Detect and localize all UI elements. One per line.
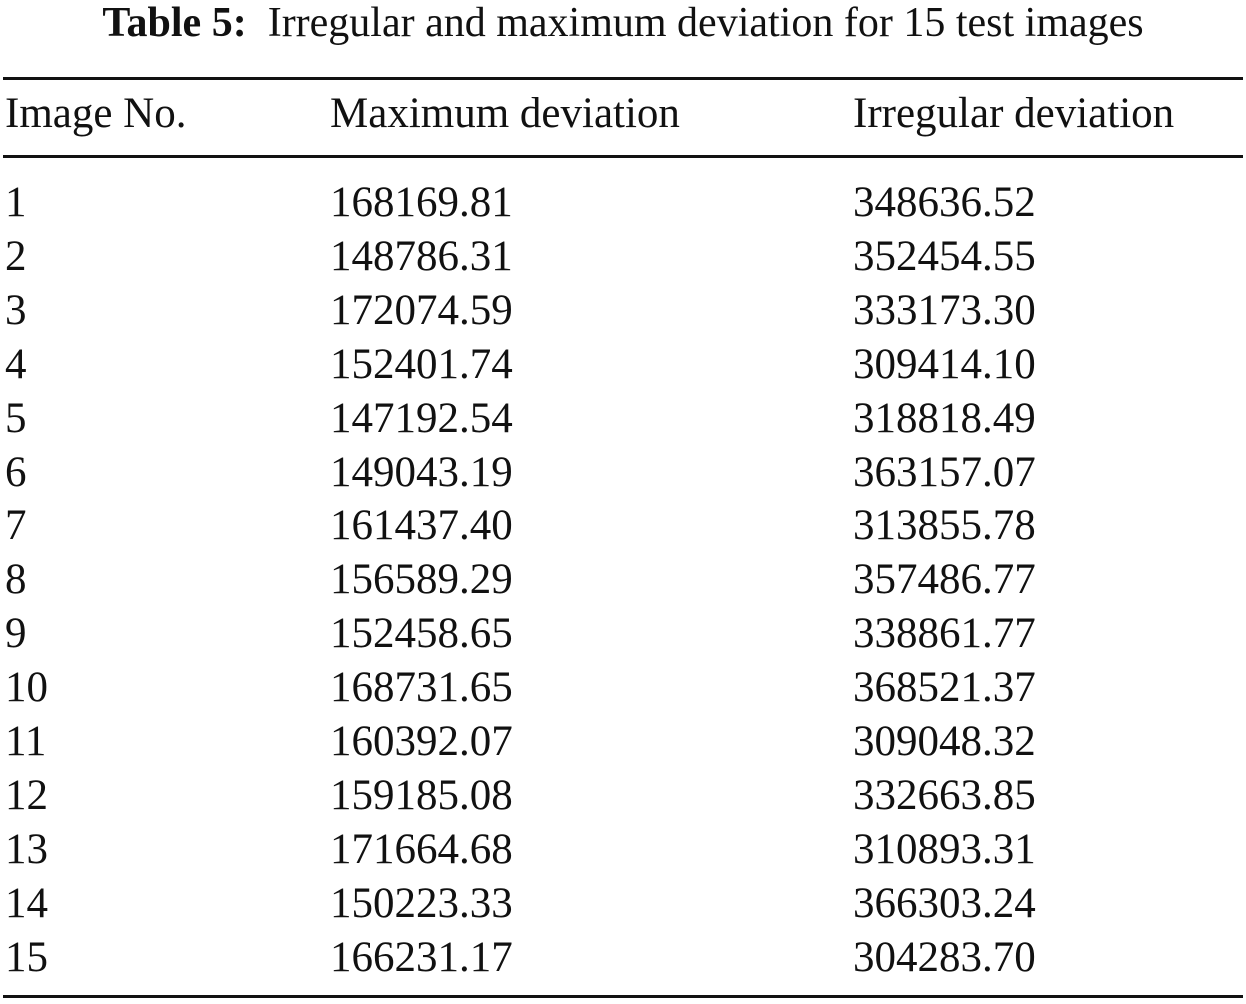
table-cell: 147192.54: [330, 394, 513, 442]
table-cell: 160392.07: [330, 718, 513, 765]
column-header: Irregular deviation: [853, 90, 1175, 137]
table-cell: 4: [5, 340, 27, 388]
table-cell: 348636.52: [853, 179, 1036, 226]
table-cell: 357486.77: [853, 556, 1036, 604]
table-cell: 318818.49: [853, 394, 1036, 442]
table-cell: 15: [5, 933, 48, 981]
table-cell: 333173.30: [853, 286, 1036, 334]
table-cell: 161437.40: [330, 502, 513, 550]
table-cell: 149043.19: [330, 448, 513, 496]
caption-label: Table 5:: [102, 0, 247, 46]
table-cell: 150223.33: [330, 879, 513, 927]
table-cell: 172074.59: [330, 286, 513, 334]
table-cell: 309048.32: [853, 718, 1036, 765]
table-cell: 11: [5, 718, 47, 765]
table-cell: 368521.37: [853, 664, 1036, 712]
table-cell: 156589.29: [330, 556, 513, 604]
table-cell: 168731.65: [330, 664, 513, 712]
table-cell: 338861.77: [853, 610, 1036, 658]
table-cell: 9: [5, 610, 27, 658]
table-cell: 1: [5, 179, 27, 226]
table-cell: 332663.85: [853, 771, 1036, 819]
table-cell: 12: [5, 771, 48, 819]
table-cell: 159185.08: [330, 771, 513, 819]
table-cell: 6: [5, 448, 27, 496]
caption-text: Irregular and maximum deviation for 15 t…: [267, 0, 1144, 46]
column-header: Maximum deviation: [330, 90, 680, 137]
table-cell: 363157.07: [853, 448, 1036, 496]
table-cell: 171664.68: [330, 825, 513, 873]
table-cell: 5: [5, 394, 27, 442]
table-cell: 168169.81: [330, 179, 513, 226]
table-cell: 7: [5, 502, 27, 550]
table-cell: 304283.70: [853, 933, 1036, 981]
table-cell: 2: [5, 232, 27, 280]
bottom-rule: [3, 995, 1243, 998]
table-cell: 152458.65: [330, 610, 513, 658]
table-cell: 13: [5, 825, 48, 873]
top-rule: [3, 77, 1243, 80]
table-cell: 148786.31: [330, 232, 513, 280]
table-cell: 8: [5, 556, 27, 604]
table-cell: 152401.74: [330, 340, 513, 388]
table-cell: 352454.55: [853, 232, 1036, 280]
table-cell: 309414.10: [853, 340, 1036, 388]
table-cell: 3: [5, 286, 27, 334]
table-cell: 10: [5, 664, 48, 712]
mid-rule: [3, 155, 1243, 158]
table-cell: 310893.31: [853, 825, 1036, 873]
table-cell: 366303.24: [853, 879, 1036, 927]
table-cell: 14: [5, 879, 48, 927]
table-cell: 313855.78: [853, 502, 1036, 550]
column-header: Image No.: [5, 90, 187, 137]
caption: Table 5: Irregular and maximum deviation…: [0, 0, 1246, 46]
table-cell: 166231.17: [330, 933, 513, 981]
